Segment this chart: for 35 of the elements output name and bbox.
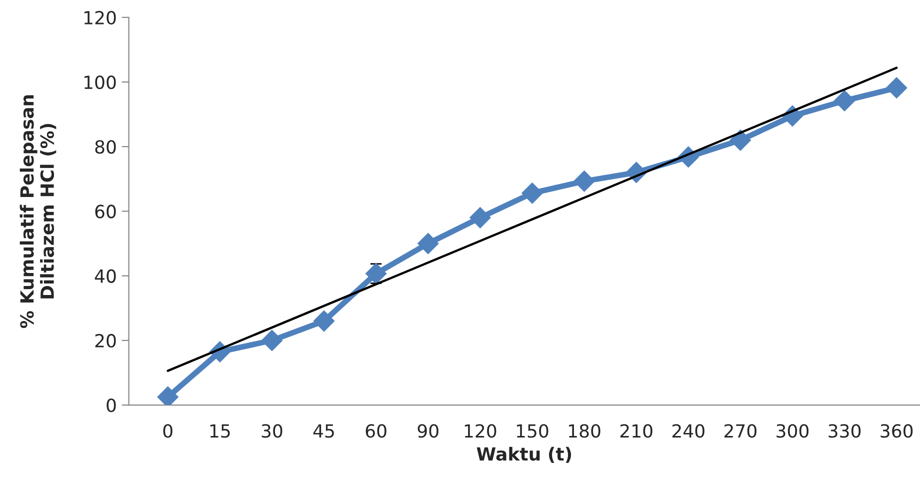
y-tick-label: 80 — [95, 140, 116, 154]
x-tick-label: 30 — [262, 424, 282, 438]
x-tick-label: 150 — [516, 424, 548, 438]
y-tick-label: 60 — [95, 204, 116, 218]
point — [886, 77, 908, 98]
x-tick-label: 90 — [418, 424, 438, 438]
x-tick-label: 60 — [366, 424, 386, 438]
x-tick-label: 240 — [672, 424, 704, 438]
x-tick-label: 210 — [620, 424, 652, 438]
point — [730, 130, 751, 151]
y-tick-label: 120 — [84, 10, 116, 25]
y-axis-title: % Kumulatif Pelepasan Diltiazem HCl (%) — [20, 95, 56, 328]
x-tick-label: 360 — [880, 424, 913, 438]
x-tick-label: 180 — [569, 424, 600, 438]
point — [366, 263, 387, 284]
point — [470, 207, 491, 228]
x-tick-label: 45 — [313, 424, 334, 438]
x-tick-label: 0 — [163, 424, 172, 438]
point — [522, 182, 543, 204]
x-tick-label: 15 — [210, 424, 230, 438]
point — [261, 330, 282, 351]
x-tick-label: 270 — [724, 424, 756, 438]
point — [834, 90, 856, 112]
point — [574, 170, 595, 192]
y-tick-label: 40 — [94, 269, 116, 283]
y-tick-label: 20 — [95, 334, 116, 348]
point — [157, 386, 178, 406]
point — [313, 310, 335, 332]
point — [418, 233, 439, 254]
x-tick-label: 120 — [464, 424, 496, 438]
y-tick-label: 0 — [106, 398, 116, 412]
y-tick-label: 100 — [84, 75, 116, 90]
x-axis-title: Waktu (t) — [476, 446, 572, 463]
x-tick-label: 330 — [828, 424, 861, 438]
x-tick-label: 300 — [776, 424, 809, 438]
